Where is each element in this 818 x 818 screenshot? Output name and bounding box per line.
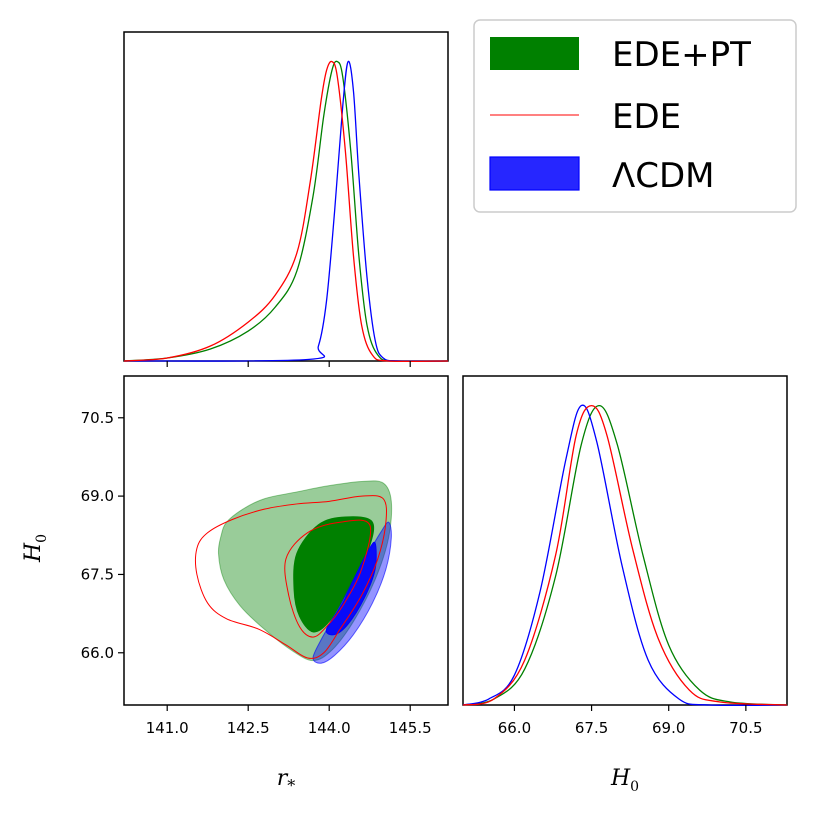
panel-2d-xtick-label: 142.5 [227,719,270,737]
panel-rstar-1d-frame [123,31,449,362]
panel-2d-ytick-label: 70.5 [81,409,114,427]
h0-1d-xtick-label: 67.5 [575,719,608,737]
rstar-1d-curve-ede [123,60,449,363]
rstar-1d-curve-ede-pt [123,60,449,363]
h0-1d-xtick-label: 66.0 [498,719,531,737]
ylabel-h0-main: H [21,542,46,563]
xlabel-rstar-main: r [277,766,289,791]
panel-2d-xtick-label: 145.5 [389,719,432,737]
legend: EDE+PT EDE ΛCDM [473,19,797,213]
panel-h0-1d-frame [462,375,788,706]
contour-95-ede [195,495,388,659]
legend-entry-ede: EDE [490,97,681,137]
xlabel-h0-main: H [610,766,631,791]
xlabel-h0: H0 [610,766,639,795]
svg-text:H0: H0 [21,534,50,563]
panel-2d-background [124,376,448,705]
panel-2d-ytick-label: 67.5 [81,565,114,583]
xlabel-rstar-sub: * [287,776,295,795]
legend-label-ede-pt: EDE+PT [612,35,751,75]
panel-2d-ytick-label: 66.0 [81,644,114,662]
ylabel-h0-sub: 0 [34,534,50,543]
h0-1d-curve-ede-pt [462,404,788,706]
h0-1d-curve-lcdm [462,404,788,707]
panel-rstar-1d [123,31,449,367]
legend-label-ede: EDE [612,97,681,137]
h0-1d-curve-ede [462,404,788,706]
legend-swatch-ede-pt [490,37,579,70]
ylabel-h0: H0 [21,534,50,563]
contour-68-ede [284,519,372,638]
panel-2d-frame [123,375,449,706]
h0-1d-xtick-label: 70.5 [729,719,762,737]
panel-2d-ytick-label: 69.0 [81,487,114,505]
xlabel-rstar: r* [277,766,296,795]
legend-entry-lcdm: ΛCDM [489,156,715,196]
legend-entry-ede-pt: EDE+PT [490,35,751,75]
svg-text:r*: r* [277,766,296,795]
xlabel-h0-sub: 0 [630,779,639,795]
rstar-1d-curve-lcdm [123,60,449,362]
svg-text:H0: H0 [610,766,639,795]
panel-h0-1d: 66.0 67.5 69.0 70.5 [462,375,788,737]
legend-swatch-lcdm [489,156,580,191]
panel-2d-xtick-label: 144.0 [308,719,351,737]
panel-2d-contours: 141.0 142.5 144.0 145.5 66.0 67.5 69.0 70.5 [81,375,449,737]
legend-label-lcdm: ΛCDM [612,156,715,196]
h0-1d-xtick-label: 69.0 [652,719,685,737]
panel-2d-xtick-label: 141.0 [146,719,189,737]
